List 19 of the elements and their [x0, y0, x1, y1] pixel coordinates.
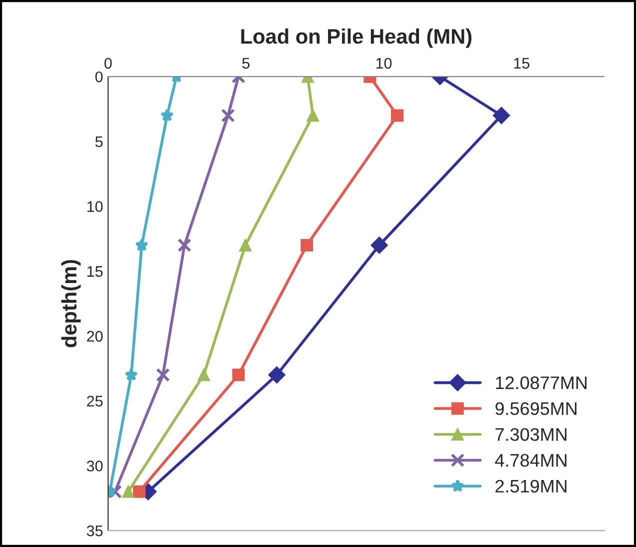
x-tick-label: 15: [514, 58, 530, 69]
x-tick-label: 0: [104, 58, 112, 69]
legend-label: 9.5695MN: [495, 402, 576, 416]
y-tick-label: 30: [86, 460, 103, 472]
y-tick-label: 35: [86, 525, 103, 536]
y-tick-label: 25: [87, 396, 103, 407]
legend-label: 2.519MN: [496, 480, 566, 493]
y-tick-label: 20: [87, 330, 103, 342]
y-tick-label: 5: [95, 136, 103, 148]
legend-label: 7.303MN: [496, 428, 566, 441]
y-tick-label: 10: [87, 201, 103, 212]
x-axis-title: Load on Pile Head (MN): [241, 28, 472, 48]
legend-label: 4.784MN: [495, 454, 566, 467]
y-tick-label: 15: [87, 266, 103, 277]
x-tick-label: 10: [376, 58, 392, 69]
x-tick-label: 5: [242, 58, 250, 69]
y-axis-title: depth(m): [61, 260, 81, 348]
y-tick-label: 0: [95, 71, 103, 82]
legend-label: 12.0877MN: [496, 376, 586, 390]
